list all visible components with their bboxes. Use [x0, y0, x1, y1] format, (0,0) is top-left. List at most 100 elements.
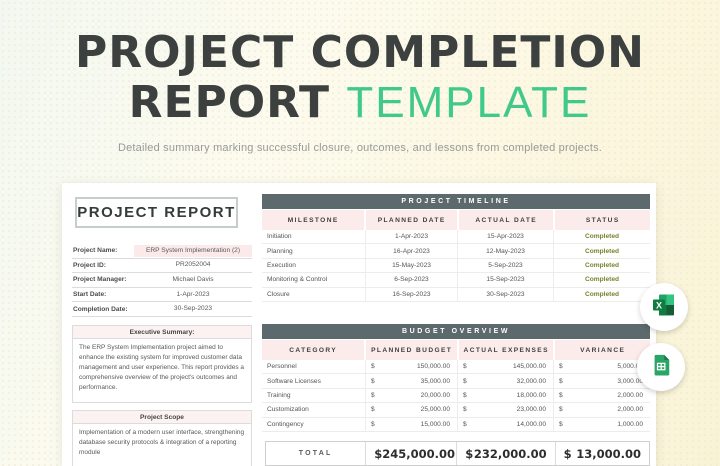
currency-symbol: $: [371, 406, 375, 414]
currency-symbol: $: [559, 363, 563, 371]
budget-row: Customization $25,000.00 $23,000.00 $2,000.…: [262, 403, 650, 418]
timeline-table: Initiation 1-Apr-2023 15-Apr-2023 Completed…: [262, 230, 650, 302]
page-title-line2: REPORT TEMPLATE: [0, 78, 720, 128]
category-cell: Software Licenses: [262, 374, 366, 388]
variance-cell: $5,000.00: [554, 360, 650, 373]
status-cell: Completed: [584, 290, 620, 298]
timeline-column-header: ACTUAL DATE: [458, 210, 554, 230]
google-sheets-icon: [650, 354, 672, 381]
field-label: Completion Date:: [73, 305, 128, 313]
field-label: Project Manager:: [73, 276, 127, 284]
report-fields: Project Name: ERP System Implementation (…: [72, 244, 252, 317]
total-planned: $ 245,000.00: [366, 442, 458, 465]
planned-date-cell: 16-Apr-2023: [366, 244, 458, 258]
currency-symbol: $: [465, 446, 474, 461]
amount-value: 145,000.00: [512, 363, 546, 371]
amount-value: 35,000.00: [420, 377, 450, 385]
planned-budget-cell: $25,000.00: [366, 403, 458, 417]
google-sheets-format-badge[interactable]: [637, 343, 685, 391]
total-variance-value: 13,000.00: [576, 446, 642, 461]
total-planned-value: 245,000.00: [382, 446, 456, 461]
status-cell: Completed: [584, 276, 620, 284]
currency-symbol: $: [371, 377, 375, 385]
budget-row: Training $20,000.00 $18,000.00 $2,000.00: [262, 388, 650, 404]
currency-symbol: $: [559, 420, 563, 428]
amount-value: 23,000.00: [516, 406, 546, 414]
page-title-report: REPORT: [128, 77, 331, 128]
report-field-row: Start Date: 1-Apr-2023: [72, 288, 252, 303]
total-label: TOTAL: [266, 442, 367, 465]
project-scope-body: Implementation of a modern user interfac…: [79, 429, 245, 457]
timeline-column-headers: MILESTONE PLANNED DATE ACTUAL DATE STATUS: [262, 210, 650, 230]
budget-table: Personnel $150,000.00 $145,000.00 $5,000.00…: [262, 360, 650, 432]
actual-expenses-cell: $32,000.00: [458, 374, 554, 388]
actual-expenses-cell: $23,000.00: [458, 403, 554, 417]
actual-date-cell: 15-Apr-2023: [458, 230, 554, 244]
timeline-row: Closure 16-Sep-2023 30-Sep-2023 Completed: [262, 287, 650, 302]
currency-symbol: $: [371, 391, 375, 399]
executive-summary-body: The ERP System Implementation project ai…: [79, 344, 245, 392]
milestone-cell: Planning: [262, 244, 366, 258]
actual-date-cell: 15-Sep-2023: [458, 273, 554, 287]
amount-value: 3,000.00: [617, 377, 643, 385]
field-value: PR2052004: [175, 261, 211, 269]
field-value: 30-Sep-2023: [173, 305, 213, 313]
budget-column-header: CATEGORY: [262, 340, 365, 360]
currency-symbol: $: [463, 420, 467, 428]
currency-symbol: $: [371, 420, 375, 428]
actual-expenses-cell: $18,000.00: [458, 388, 554, 403]
status-cell: Completed: [584, 247, 620, 255]
currency-symbol: $: [371, 363, 375, 371]
report-field-row: Project ID: PR2052004: [72, 259, 252, 274]
planned-budget-cell: $150,000.00: [366, 360, 458, 374]
planned-budget-cell: $35,000.00: [366, 374, 458, 388]
planned-budget-cell: $20,000.00: [366, 388, 458, 403]
milestone-cell: Execution: [262, 258, 366, 273]
report-field-row: Project Name: ERP System Implementation (…: [72, 244, 252, 259]
currency-symbol: $: [559, 391, 563, 399]
actual-expenses-cell: $145,000.00: [458, 360, 554, 374]
planned-date-cell: 1-Apr-2023: [366, 230, 458, 244]
currency-symbol: $: [463, 377, 467, 385]
total-actual-value: 232,000.00: [473, 446, 547, 461]
page-subtitle: Detailed summary marking successful clos…: [117, 142, 603, 154]
report-title: PROJECT REPORT: [75, 197, 238, 228]
budget-row: Contingency $15,000.00 $14,000.00 $1,000.00: [262, 417, 650, 432]
budget-row: Personnel $150,000.00 $145,000.00 $5,000.00: [262, 360, 650, 375]
field-value: 1-Apr-2023: [176, 290, 210, 298]
page-title-line1: PROJECT COMPLETION: [74, 27, 646, 78]
amount-value: 2,000.00: [617, 391, 643, 399]
planned-date-cell: 15-May-2023: [366, 258, 458, 273]
excel-format-badge[interactable]: X: [640, 283, 688, 331]
field-label: Start Date:: [73, 291, 107, 299]
amount-value: 20,000.00: [420, 391, 450, 399]
amount-value: 150,000.00: [416, 363, 450, 371]
category-cell: Personnel: [262, 360, 366, 374]
planned-budget-cell: $15,000.00: [366, 417, 458, 431]
timeline-column-header: MILESTONE: [262, 210, 365, 230]
actual-date-cell: 5-Sep-2023: [458, 258, 554, 273]
timeline-row: Monitoring & Control 6-Sep-2023 15-Sep-202…: [262, 273, 650, 288]
budget-column-headers: CATEGORY PLANNED BUDGET ACTUAL EXPENSES VAR…: [262, 340, 650, 360]
currency-symbol: $: [463, 406, 467, 414]
category-cell: Contingency: [262, 417, 366, 431]
project-scope-box: Project Scope Implementation of a modern…: [72, 410, 252, 466]
timeline-section-header: PROJECT TIMELINE: [262, 194, 650, 209]
budget-total-row: TOTAL $ 245,000.00 $ 232,000.00 $ 13,000…: [265, 441, 650, 466]
status-cell: Completed: [584, 233, 620, 241]
currency-symbol: $: [463, 391, 467, 399]
planned-date-cell: 16-Sep-2023: [366, 287, 458, 301]
excel-icon: X: [652, 293, 676, 322]
actual-date-cell: 12-May-2023: [458, 244, 554, 258]
template-sheet: PROJECT REPORT Project Name: ERP System I…: [62, 183, 656, 466]
budget-row: Software Licenses $35,000.00 $32,000.00 $3,…: [262, 374, 650, 389]
category-cell: Training: [262, 388, 366, 403]
amount-value: 18,000.00: [516, 391, 546, 399]
report-field-row: Completion Date: 30-Sep-2023: [72, 302, 252, 317]
timeline-column-header: PLANNED DATE: [366, 210, 457, 230]
field-value: Michael Davis: [172, 275, 214, 283]
variance-cell: $3,000.00: [554, 374, 650, 387]
timeline-row: Initiation 1-Apr-2023 15-Apr-2023 Completed: [262, 230, 650, 245]
planned-date-cell: 6-Sep-2023: [366, 273, 458, 287]
